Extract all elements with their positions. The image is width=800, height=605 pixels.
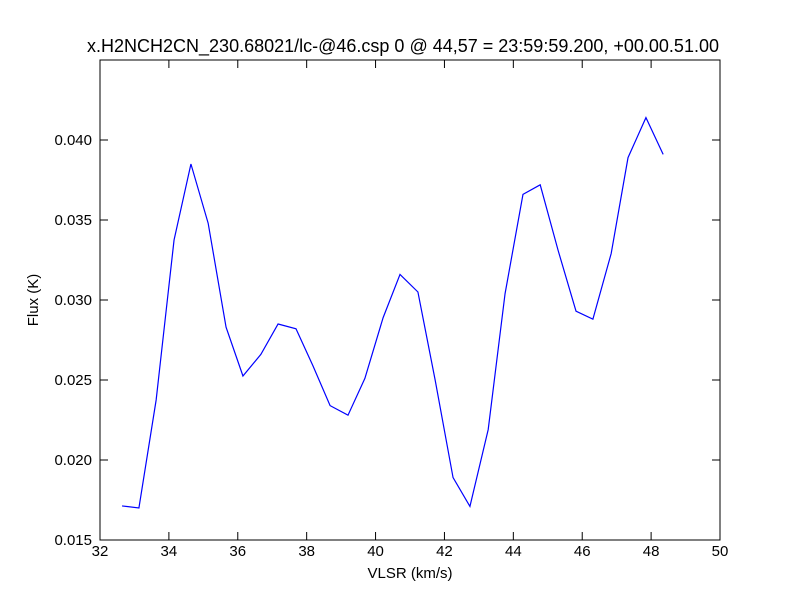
x-tick-label: 32 bbox=[92, 543, 109, 560]
chart-title: x.H2NCH2CN_230.68021/lc-@46.csp 0 @ 44,5… bbox=[87, 36, 719, 57]
y-tick-label: 0.015 bbox=[54, 532, 92, 549]
x-tick-label: 44 bbox=[505, 543, 522, 560]
y-tick-label: 0.025 bbox=[54, 372, 92, 389]
x-tick-label: 46 bbox=[574, 543, 591, 560]
x-tick-label: 48 bbox=[643, 543, 660, 560]
x-tick-label: 38 bbox=[298, 543, 315, 560]
x-axis-label: VLSR (km/s) bbox=[367, 565, 452, 582]
y-tick-label: 0.030 bbox=[54, 292, 92, 309]
y-tick-label: 0.035 bbox=[54, 212, 92, 229]
data-line bbox=[121, 116, 664, 509]
x-tick-label: 50 bbox=[712, 543, 729, 560]
x-tick-label: 40 bbox=[367, 543, 384, 560]
y-axis-label: Flux (K) bbox=[25, 274, 42, 327]
y-tick-label: 0.040 bbox=[54, 132, 92, 149]
x-tick-label: 34 bbox=[161, 543, 178, 560]
x-tick-label: 36 bbox=[229, 543, 246, 560]
x-tick-label: 42 bbox=[436, 543, 453, 560]
y-tick-label: 0.020 bbox=[54, 452, 92, 469]
